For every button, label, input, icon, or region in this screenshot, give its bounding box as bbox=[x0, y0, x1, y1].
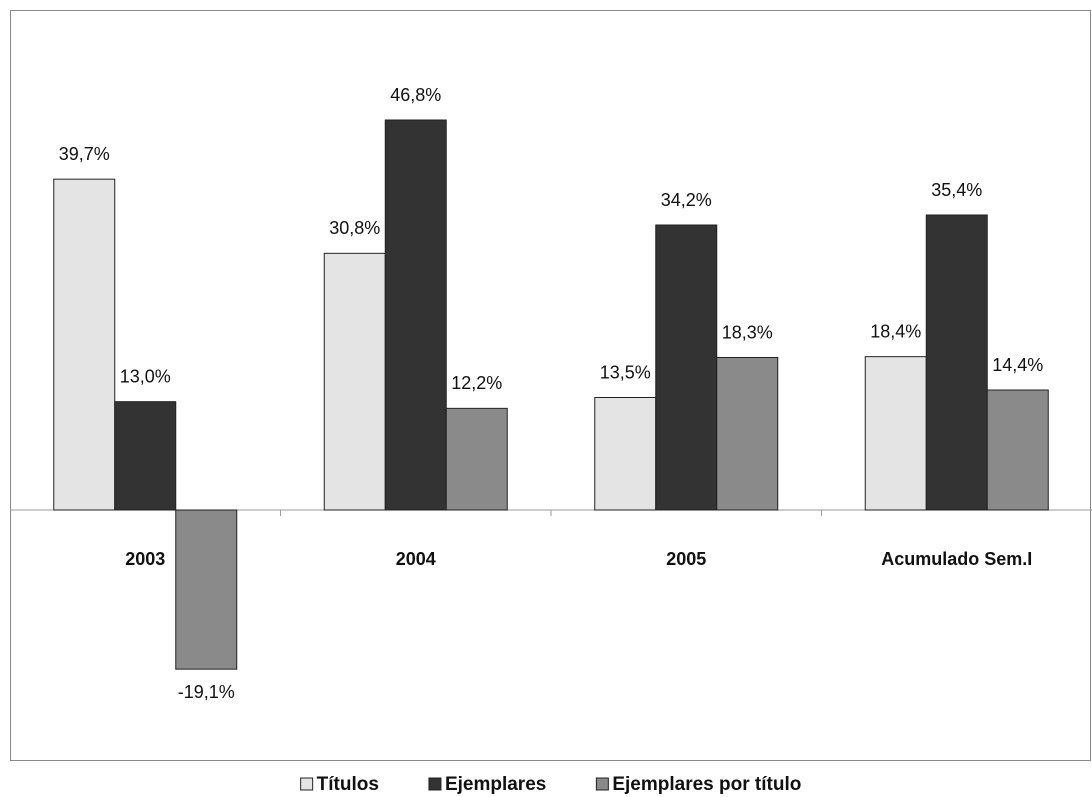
value-label: 14,4% bbox=[992, 355, 1043, 375]
legend-swatch bbox=[300, 777, 314, 791]
value-label: 18,3% bbox=[722, 322, 773, 342]
bar bbox=[864, 356, 927, 511]
value-label: 18,4% bbox=[870, 321, 921, 341]
value-label: 13,5% bbox=[600, 362, 651, 382]
x-tick-label: 2003 bbox=[125, 549, 165, 569]
x-tick-label: 2004 bbox=[396, 549, 436, 569]
value-label: 46,8% bbox=[390, 85, 441, 105]
bar bbox=[986, 389, 1049, 511]
x-tick-label: 2005 bbox=[666, 549, 706, 569]
bar bbox=[323, 252, 386, 511]
plot-frame bbox=[10, 10, 1091, 761]
value-label: -19,1% bbox=[178, 682, 235, 702]
value-label: 13,0% bbox=[120, 366, 171, 386]
bar bbox=[445, 407, 508, 511]
legend-label: Ejemplares bbox=[445, 774, 546, 795]
value-label: 34,2% bbox=[661, 190, 712, 210]
legend-label: Títulos bbox=[317, 774, 379, 795]
bar bbox=[655, 224, 718, 511]
bar bbox=[175, 509, 238, 670]
bar bbox=[925, 214, 988, 511]
bar bbox=[384, 119, 447, 511]
bar bbox=[53, 178, 116, 511]
bar bbox=[114, 401, 177, 511]
value-label: 39,7% bbox=[59, 144, 110, 164]
legend-label: Ejemplares por título bbox=[612, 774, 801, 795]
bar bbox=[594, 397, 657, 511]
value-label: 35,4% bbox=[931, 180, 982, 200]
value-label: 30,8% bbox=[329, 218, 380, 238]
legend-swatch bbox=[428, 777, 442, 791]
x-tick-label: Acumulado Sem.I bbox=[881, 549, 1032, 569]
legend-swatch bbox=[595, 777, 609, 791]
bar bbox=[716, 357, 779, 511]
value-label: 12,2% bbox=[451, 373, 502, 393]
